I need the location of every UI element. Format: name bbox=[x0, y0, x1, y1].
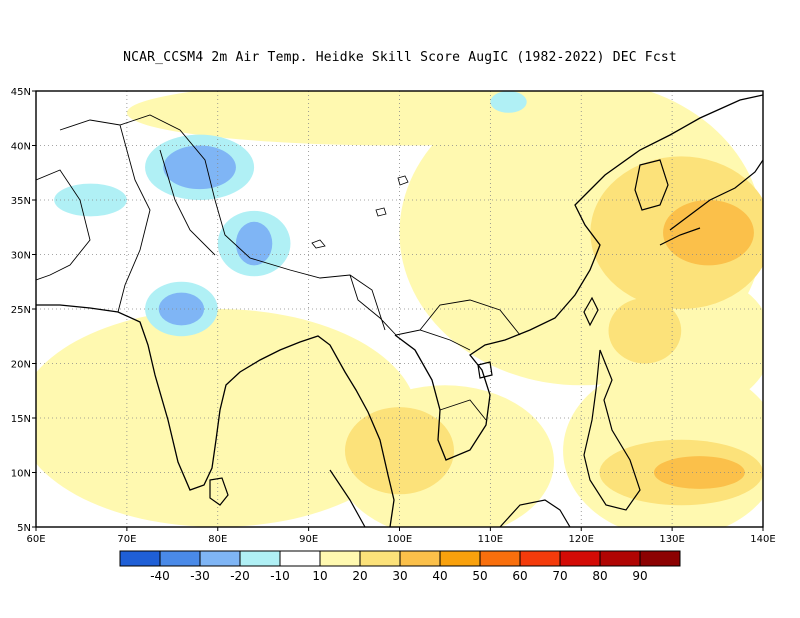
colorbar-swatch bbox=[359, 550, 401, 567]
coastline-srilanka bbox=[209, 477, 229, 506]
coastline-philippines bbox=[583, 349, 641, 511]
skill-region-11 bbox=[653, 456, 745, 489]
colorbar-swatch bbox=[199, 550, 241, 567]
lon-tick-label: 120E bbox=[569, 534, 594, 545]
colorbar-swatch bbox=[439, 550, 481, 567]
lon-tick-label: 130E bbox=[659, 534, 684, 545]
coastline-borneo-sumatra bbox=[329, 469, 571, 527]
colorbar-label: 40 bbox=[432, 569, 447, 583]
colorbar-label: 80 bbox=[592, 569, 607, 583]
lon-tick-label: 100E bbox=[387, 534, 412, 545]
colorbar-label: -10 bbox=[270, 569, 290, 583]
colorbar-swatch bbox=[239, 550, 281, 567]
skill-region-4 bbox=[126, 91, 673, 146]
colorbar-swatch bbox=[599, 550, 641, 567]
gridlines bbox=[36, 91, 763, 527]
skill-region-15 bbox=[54, 183, 127, 217]
colorbar-label: 90 bbox=[632, 569, 647, 583]
lat-tick-label: 5N bbox=[17, 523, 31, 534]
colorbar-label: 20 bbox=[352, 569, 367, 583]
skill-region-18 bbox=[235, 221, 273, 266]
coastline-indochina bbox=[394, 94, 763, 461]
skill-region-19 bbox=[158, 292, 205, 326]
lon-tick-label: 110E bbox=[478, 534, 503, 545]
coastline-japan bbox=[659, 159, 763, 246]
lat-tick-label: 40N bbox=[11, 142, 31, 153]
colorbar-swatch bbox=[399, 550, 441, 567]
colorbar-swatch bbox=[479, 550, 521, 567]
skill-region-17 bbox=[163, 145, 236, 190]
skill-region-8 bbox=[344, 407, 455, 495]
colorbar-label: 70 bbox=[552, 569, 567, 583]
coastline-korea bbox=[634, 159, 669, 211]
lat-tick-label: 20N bbox=[11, 360, 31, 371]
colorbar-swatch bbox=[119, 550, 161, 567]
colorbar-swatch bbox=[559, 550, 601, 567]
colorbar-label: -20 bbox=[230, 569, 250, 583]
lake-contours bbox=[311, 175, 409, 249]
lat-tick-label: 35N bbox=[11, 196, 31, 207]
colorbar-swatch bbox=[519, 550, 561, 567]
coastline-taiwan-hainan bbox=[477, 296, 599, 379]
lon-tick-label: 60E bbox=[26, 534, 45, 545]
colorbar-label: 10 bbox=[312, 569, 327, 583]
lon-tick-label: 140E bbox=[750, 534, 775, 545]
colorbar-swatch bbox=[279, 550, 321, 567]
country-borders bbox=[36, 114, 521, 421]
colorbar-label: 60 bbox=[512, 569, 527, 583]
axis-labels: 60E 70E 80E 90E 100E 110E 120E 130E 140E 5N 10N 15N… bbox=[11, 87, 776, 545]
colorbar: -40 -30 -20 -10 10 20 30 40 50 60 70 80 90 bbox=[119, 550, 681, 583]
skill-region-10 bbox=[663, 200, 754, 266]
lat-tick-label: 10N bbox=[11, 469, 31, 480]
coastlines-borders bbox=[36, 94, 763, 527]
colorbar-label: -30 bbox=[190, 569, 210, 583]
coastline-india bbox=[36, 304, 395, 527]
lat-tick-label: 15N bbox=[11, 414, 31, 425]
lat-tick-label: 25N bbox=[11, 305, 31, 316]
lon-tick-label: 90E bbox=[299, 534, 318, 545]
colorbar-swatch bbox=[319, 550, 361, 567]
colorbar-swatch bbox=[159, 550, 201, 567]
lat-tick-label: 45N bbox=[11, 87, 31, 98]
lon-tick-label: 80E bbox=[208, 534, 227, 545]
lon-tick-label: 70E bbox=[117, 534, 136, 545]
map-title: NCAR_CCSM4 2m Air Temp. Heidke Skill Sco… bbox=[123, 50, 677, 65]
colorbar-label: 50 bbox=[472, 569, 487, 583]
colorbar-label: 30 bbox=[392, 569, 407, 583]
colorbar-label: -40 bbox=[150, 569, 170, 583]
skill-region-9 bbox=[608, 298, 682, 364]
lat-tick-label: 30N bbox=[11, 251, 31, 262]
skill-region-1 bbox=[36, 309, 418, 527]
skill-region-16 bbox=[490, 91, 527, 113]
colorbar-swatch bbox=[639, 550, 681, 567]
